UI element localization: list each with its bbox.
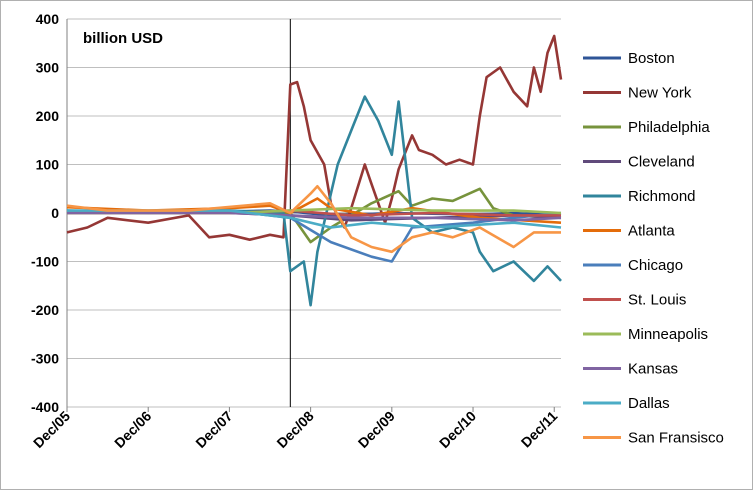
- legend-label: Kansas: [628, 361, 678, 378]
- y-tick-label: 300: [36, 60, 60, 76]
- legend: Boston New York Philadelphia Cleveland Richm…: [583, 50, 724, 447]
- y-tick-label: -300: [31, 351, 59, 367]
- legend-label: Chicago: [628, 257, 683, 274]
- legend-label: Minneapolis: [628, 326, 708, 343]
- series-line: [66, 34, 563, 241]
- x-tick-label: Dec/06: [111, 408, 154, 451]
- series-line: [66, 185, 561, 254]
- y-tick-label: 0: [51, 205, 59, 221]
- x-tick-label: Dec/07: [192, 408, 235, 451]
- x-tick-label: Dec/11: [518, 408, 561, 451]
- y-tick-label: 200: [36, 108, 60, 124]
- x-tick-label: Dec/08: [273, 408, 316, 451]
- legend-label: Dallas: [628, 395, 670, 412]
- y-tick-label: -200: [31, 302, 59, 318]
- series-line: [66, 95, 562, 307]
- legend-label: St. Louis: [628, 292, 686, 309]
- x-tick-label: Dec/09: [355, 408, 398, 451]
- y-tick-label: -400: [31, 399, 59, 415]
- legend-label: Boston: [628, 50, 675, 67]
- unit-label: billion USD: [83, 30, 163, 47]
- legend-label: San Fransisco: [628, 430, 724, 447]
- legend-label: Richmond: [628, 188, 696, 205]
- y-tick-label: -100: [31, 254, 59, 270]
- y-tick-label: 100: [36, 157, 60, 173]
- legend-label: New York: [628, 85, 692, 102]
- legend-label: Philadelphia: [628, 119, 710, 136]
- legend-label: Atlanta: [628, 223, 675, 240]
- legend-label: Cleveland: [628, 154, 695, 171]
- series-line: [67, 209, 562, 229]
- series-line: [67, 211, 562, 222]
- y-tick-label: 400: [36, 11, 60, 27]
- x-tick-label: Dec/10: [436, 408, 479, 451]
- plot-area: [66, 19, 563, 407]
